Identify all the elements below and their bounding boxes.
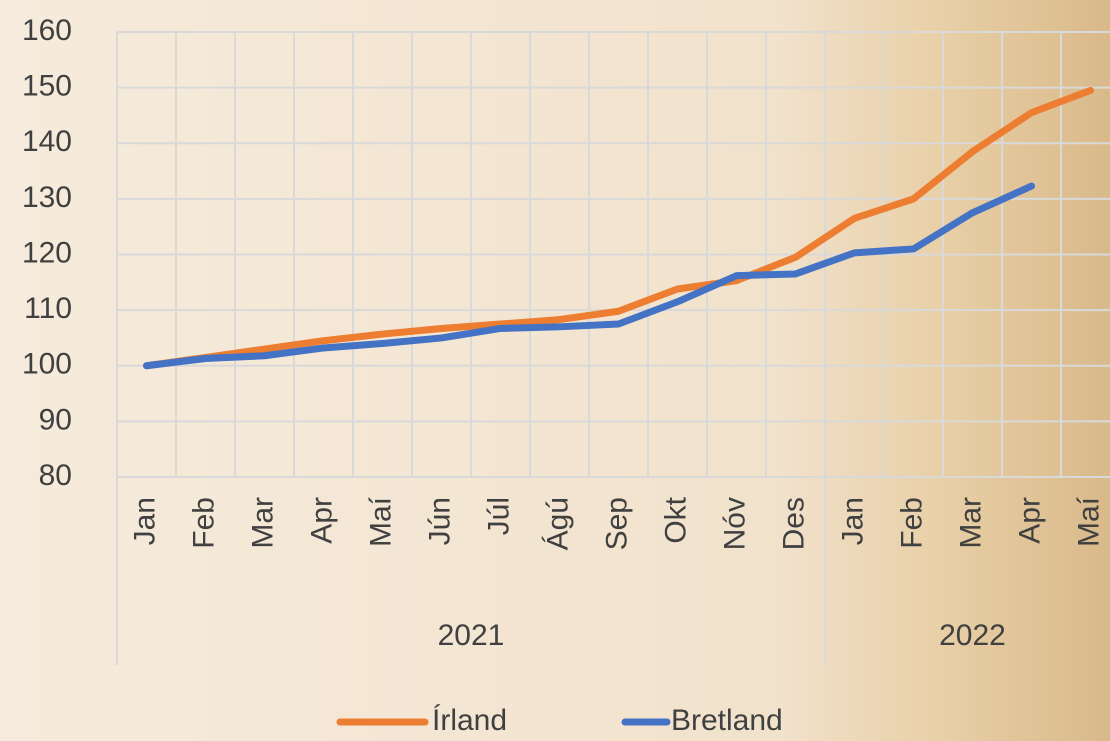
x-tick-label: Okt <box>659 496 692 543</box>
x-tick-label: Mar <box>246 497 279 549</box>
y-tick-label: 120 <box>22 236 72 269</box>
y-tick-label: 100 <box>22 348 72 381</box>
group-label: 2021 <box>438 619 505 652</box>
legend-label: Írland <box>432 704 507 737</box>
x-tick-label: Apr <box>1013 497 1046 544</box>
y-tick-label: 130 <box>22 181 72 214</box>
x-tick-label: Ágú <box>541 497 574 550</box>
x-tick-label: Des <box>777 497 810 550</box>
group-label: 2022 <box>939 619 1006 652</box>
legend-label: Bretland <box>671 704 783 737</box>
x-tick-label: Feb <box>187 497 220 549</box>
y-tick-label: 90 <box>39 403 72 436</box>
y-tick-label: 110 <box>24 292 72 325</box>
x-tick-label: Júl <box>482 497 515 535</box>
x-tick-label: Nóv <box>718 497 751 550</box>
y-tick-label: 150 <box>22 70 72 103</box>
y-tick-label: 140 <box>22 125 72 158</box>
y-tick-label: 160 <box>22 14 72 47</box>
x-tick-label: Jan <box>836 497 869 545</box>
x-tick-label: Jan <box>128 497 161 545</box>
x-tick-label: Maí <box>1072 496 1105 547</box>
x-tick-label: Apr <box>305 497 338 544</box>
x-tick-label: Feb <box>895 497 928 549</box>
x-tick-label: Mar <box>954 497 987 549</box>
data-line <box>143 86 1094 370</box>
x-tick-label: Sep <box>600 497 633 550</box>
x-tick-label: Maí <box>364 496 397 547</box>
y-tick-label: 80 <box>39 459 72 492</box>
data-line <box>143 182 1035 370</box>
x-tick-label: Jún <box>423 497 456 545</box>
